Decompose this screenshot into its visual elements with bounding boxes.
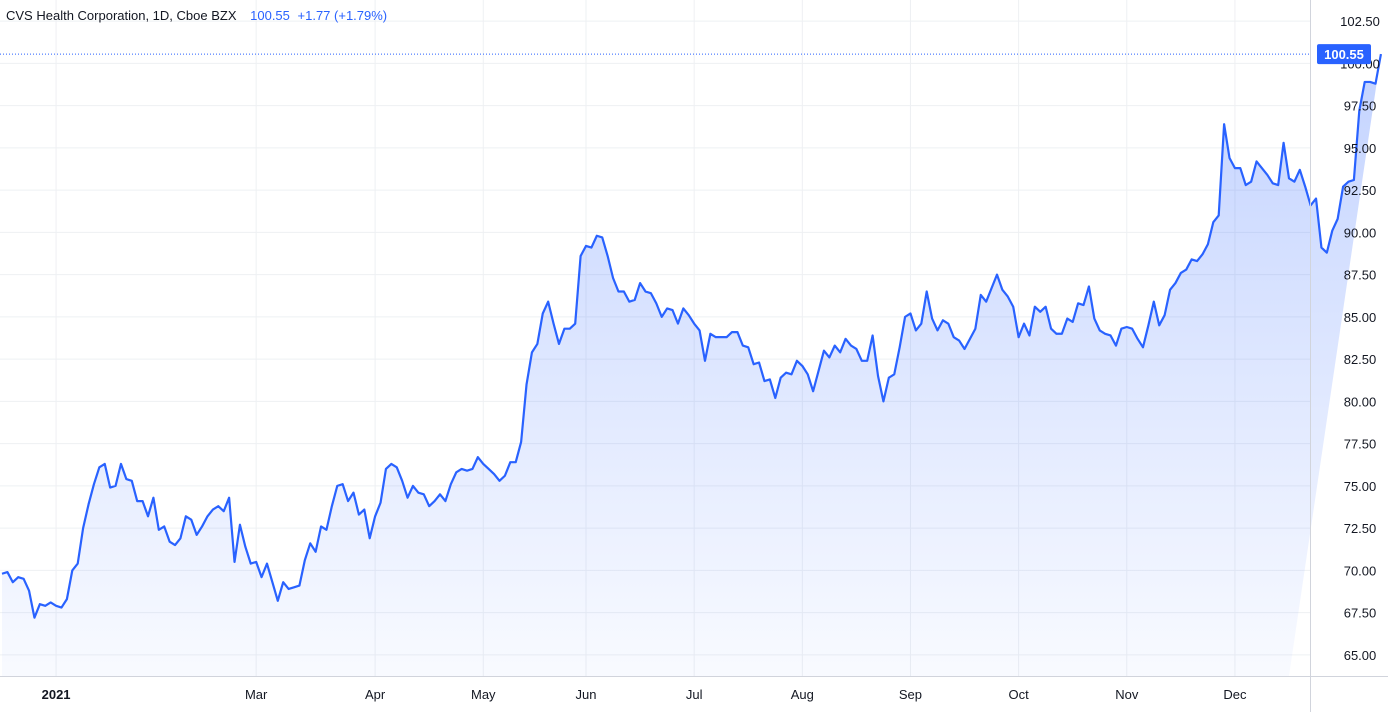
y-tick-label: 65.00 — [1344, 648, 1377, 663]
x-tick-label: Sep — [899, 687, 922, 702]
price-area — [2, 54, 1381, 676]
y-tick-label: 72.50 — [1344, 521, 1377, 536]
y-tick-label: 92.50 — [1344, 183, 1377, 198]
y-tick-label: 82.50 — [1344, 352, 1377, 367]
y-tick-label: 77.50 — [1344, 437, 1377, 452]
x-tick-label: 2021 — [42, 687, 71, 702]
area-fill — [2, 54, 1381, 676]
x-tick-label: Oct — [1009, 687, 1030, 702]
y-tick-label: 85.00 — [1344, 310, 1377, 325]
x-tick-label: Dec — [1223, 687, 1247, 702]
price-change-value: +1.77 (+1.79%) — [297, 8, 388, 23]
y-axis-ticks: 65.00 67.50 70.00 72.50 75.00 77.50 80.00 82.50… — [1340, 14, 1380, 663]
price-line — [1, 53, 1383, 619]
y-tick-label: 80.00 — [1344, 394, 1377, 409]
x-tick-label: Aug — [791, 687, 814, 702]
last-price-value: 100.55 — [250, 8, 290, 23]
x-tick-label: Apr — [365, 687, 386, 702]
y-tick-label: 97.50 — [1344, 99, 1377, 114]
y-tick-label: 90.00 — [1344, 225, 1377, 240]
y-tick-label: 75.00 — [1344, 479, 1377, 494]
y-tick-label: 70.00 — [1344, 563, 1377, 578]
x-tick-label: Mar — [245, 687, 268, 702]
symbol-title[interactable]: CVS Health Corporation, 1D, Cboe BZX — [6, 8, 237, 23]
x-axis-ticks: 2021 Mar Apr May Jun Jul Aug Sep Oct Nov Dec — [42, 687, 1247, 702]
x-tick-label: Jun — [576, 687, 597, 702]
last-price-label-box — [1317, 44, 1371, 65]
y-tick-label: 95.00 — [1344, 141, 1377, 156]
y-tick-label: 102.50 — [1340, 14, 1380, 29]
last-price-label-text: 100.55 — [1324, 47, 1364, 62]
y-tick-label: 87.50 — [1344, 268, 1377, 283]
y-tick-label: 67.50 — [1344, 606, 1377, 621]
x-tick-label: Nov — [1115, 687, 1139, 702]
price-line-series — [1, 53, 1383, 619]
last-price-label: 100.55 — [1317, 44, 1371, 65]
x-tick-label: May — [471, 687, 496, 702]
x-tick-label: Jul — [686, 687, 703, 702]
chart-legend: CVS Health Corporation, 1D, Cboe BZX 100… — [6, 8, 387, 23]
